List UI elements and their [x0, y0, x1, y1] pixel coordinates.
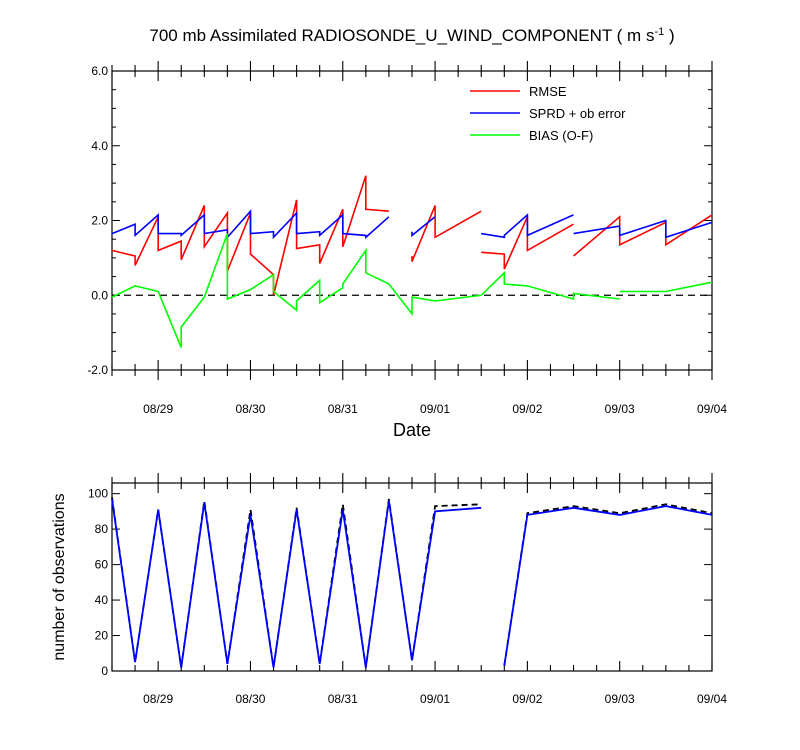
x-axis-label: Date: [393, 420, 431, 440]
bottom-xtick-label: 09/03: [605, 692, 635, 706]
bottom-ytick-label: 0: [101, 664, 108, 678]
bottom-ytick-label: 20: [95, 629, 109, 643]
legend-label-bias-o-f: BIAS (O-F): [529, 128, 593, 143]
bottom-xtick-label: 08/31: [328, 692, 358, 706]
top-xtick-label: 09/04: [697, 402, 727, 416]
top-series-bias-o-f: [111, 233, 620, 348]
bottom-plot-area: 0 20 40 60 80 100 08/29 08/30 08/31 09/01 09/02 09/…: [88, 473, 727, 706]
y-axis-label: number of observations: [51, 493, 68, 660]
top-series-rmse: [411, 205, 482, 262]
bottom-xtick-label: 09/01: [420, 692, 450, 706]
bottom-frame: [111, 482, 713, 672]
bottom-ytick-label: 60: [95, 558, 109, 572]
top-xtick-label: 09/01: [420, 402, 450, 416]
bottom-series-observations-used: [503, 505, 713, 666]
top-xtick-label: 09/03: [605, 402, 635, 416]
top-ytick-label: -2.0: [87, 363, 108, 377]
bottom-xtick-label: 09/02: [512, 692, 542, 706]
legend-label-sprd-ob-error: SPRD + ob error: [529, 106, 626, 121]
top-ytick-label: 4.0: [91, 139, 108, 153]
bottom-xtick-label: 08/30: [235, 692, 265, 706]
bottom-series-observations-used: [111, 498, 482, 668]
top-series-sprd-ob-error: [111, 209, 390, 240]
chart-title: 700 mb Assimilated RADIOSONDE_U_WIND_COM…: [149, 26, 674, 45]
bottom-ytick-label: 100: [88, 487, 108, 501]
bottom-ytick-label: 80: [95, 522, 109, 536]
bottom-xtick-label: 09/04: [697, 692, 727, 706]
top-series-sprd-ob-error: [411, 216, 436, 238]
top-ytick-label: 2.0: [91, 214, 108, 228]
top-xtick-label: 08/29: [143, 402, 173, 416]
bottom-series-observations-possible: [111, 497, 482, 668]
top-xtick-label: 08/31: [328, 402, 358, 416]
top-xtick-label: 09/02: [512, 402, 542, 416]
legend-label-rmse: RMSE: [529, 84, 567, 99]
top-ytick-label: 0.0: [91, 288, 108, 302]
top-plot-area: -2.0 0.0 2.0 4.0 6.0 08/29 08/30 08/31 09/01 09/0…: [87, 61, 727, 416]
top-series-rmse: [572, 214, 713, 257]
top-series-sprd-ob-error: [481, 213, 574, 239]
top-xtick-label: 08/30: [235, 402, 265, 416]
top-series-bias-o-f: [619, 281, 713, 293]
top-series-rmse: [481, 216, 574, 270]
bottom-ytick-label: 40: [95, 593, 109, 607]
top-series-sprd-ob-error: [573, 219, 713, 239]
top-ytick-label: 6.0: [91, 64, 108, 78]
bottom-series-observations-possible: [503, 503, 713, 666]
bottom-xtick-label: 08/29: [143, 692, 173, 706]
